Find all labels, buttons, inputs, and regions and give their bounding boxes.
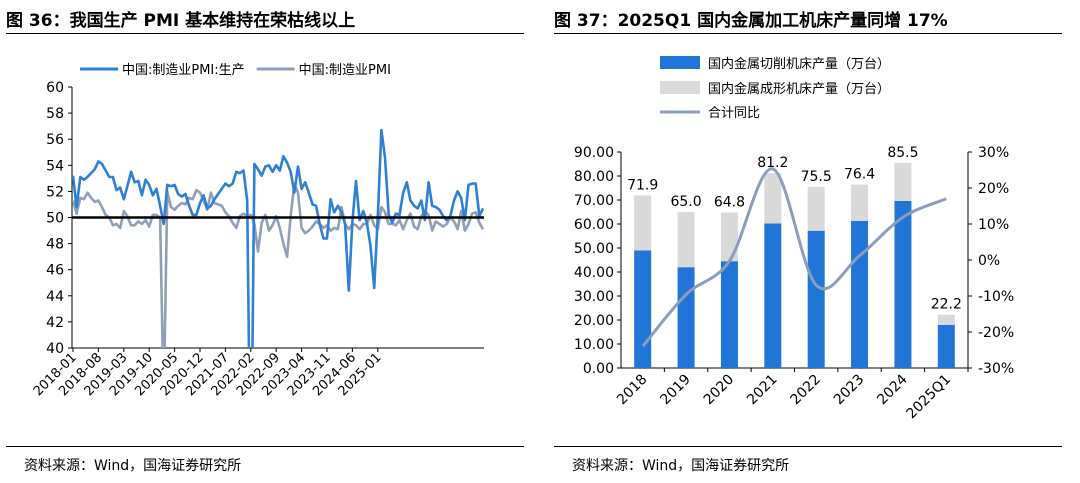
- y-tick-label: 20.00: [574, 313, 614, 329]
- bar-forming-2022: [807, 186, 825, 231]
- bar-forming-2025Q1: [937, 314, 955, 325]
- bar-cutting-2020: [720, 261, 738, 368]
- y2-tick-label: 30%: [978, 145, 1009, 161]
- total-label-2023: 76.4: [844, 167, 875, 183]
- y-tick-label: 80.00: [574, 169, 614, 185]
- total-label-2019: 65.0: [670, 194, 701, 210]
- right-title-rule: [554, 33, 1062, 34]
- x-tick-label: 2018: [614, 372, 651, 409]
- bar-forming-2020: [720, 212, 738, 262]
- x-tick-label: 2025Q1: [904, 372, 955, 423]
- y-tick-label: 46: [46, 263, 64, 279]
- right-source-rule: [554, 446, 1062, 447]
- bar-forming-2023: [851, 184, 869, 221]
- right-panel: 图 37：2025Q1 国内金属加工机床产量同增 17% 国内金属切削机床产量（…: [548, 0, 1080, 483]
- y-tick-label: 44: [46, 289, 64, 305]
- y-tick-label: 58: [46, 106, 64, 122]
- y-tick-label: 0.00: [583, 361, 614, 377]
- y2-tick-label: -20%: [978, 325, 1014, 341]
- left-panel: 图 36：我国生产 PMI 基本维持在荣枯线以上 中国:制造业PMI:生产 中国:…: [0, 0, 530, 483]
- bar-forming-2021: [764, 173, 782, 224]
- bar-cutting-2022: [807, 230, 825, 368]
- x-tick-label: 2023: [831, 372, 868, 409]
- legend-swatch-forming: [660, 81, 700, 94]
- y-tick-label: 42: [46, 315, 64, 331]
- y-tick-label: 48: [46, 237, 64, 253]
- total-label-2025Q1: 22.2: [931, 297, 962, 313]
- bar-cutting-2018: [634, 250, 652, 368]
- legend-label-cutting: 国内金属切削机床产量（万台）: [708, 56, 890, 72]
- legend-label-1: 中国:制造业PMI: [299, 63, 391, 78]
- left-title-rule: [6, 33, 524, 34]
- bar-cutting-2024: [894, 200, 912, 368]
- total-label-2021: 81.2: [757, 155, 788, 171]
- y-tick-label: 90.00: [574, 145, 614, 161]
- legend-label-forming: 国内金属成形机床产量（万台）: [708, 81, 890, 97]
- left-figure-title: 图 36：我国生产 PMI 基本维持在荣枯线以上: [6, 11, 356, 31]
- y-tick-label: 70.00: [574, 193, 614, 209]
- series-line-0: [72, 128, 484, 348]
- legend-label-yoy: 合计同比: [708, 106, 760, 121]
- y-tick-label: 30.00: [574, 289, 614, 305]
- bar-cutting-2025Q1: [937, 324, 955, 368]
- x-tick-label: 2019: [657, 372, 694, 409]
- bar-forming-2018: [634, 195, 652, 251]
- yoy-line: [641, 167, 947, 348]
- right-figure-title: 图 37：2025Q1 国内金属加工机床产量同增 17%: [554, 11, 948, 31]
- legend-swatch-cutting: [660, 56, 700, 69]
- bar-forming-2024: [894, 162, 912, 201]
- y-tick-label: 52: [46, 184, 64, 200]
- left-source-rule: [6, 446, 524, 447]
- left-source-note: 资料来源：Wind，国海证券研究所: [24, 458, 242, 474]
- y-tick-label: 40: [46, 341, 64, 357]
- right-source-note: 资料来源：Wind，国海证券研究所: [572, 458, 790, 474]
- bar-forming-2019: [677, 212, 695, 268]
- total-label-2020: 64.8: [714, 194, 745, 210]
- y2-tick-label: 20%: [978, 181, 1009, 197]
- x-tick-label: 2022: [788, 372, 825, 409]
- y2-tick-label: 10%: [978, 217, 1009, 233]
- x-tick-label: 2020: [701, 372, 738, 409]
- total-label-2024: 85.5: [887, 145, 918, 161]
- y-tick-label: 40.00: [574, 265, 614, 281]
- y2-tick-label: -10%: [978, 289, 1014, 305]
- y2-tick-label: -30%: [978, 361, 1014, 377]
- y-tick-label: 60: [46, 80, 64, 96]
- series-line-1: [72, 182, 484, 348]
- y2-tick-label: 0%: [978, 253, 1000, 269]
- y-tick-label: 10.00: [574, 337, 614, 353]
- total-label-2022: 75.5: [801, 169, 832, 185]
- x-tick-label: 2021: [744, 372, 781, 409]
- x-tick-label: 2024: [874, 371, 911, 408]
- legend-label-0: 中国:制造业PMI:生产: [122, 63, 245, 78]
- bar-cutting-2019: [677, 267, 695, 368]
- machine-tool-bar-chart: 国内金属切削机床产量（万台） 国内金属成形机床产量（万台） 合计同比 0.00 10.0…: [574, 56, 1014, 423]
- y-tick-label: 50.00: [574, 241, 614, 257]
- pmi-line-chart: 中国:制造业PMI:生产 中国:制造业PMI 40 42 44 46 48 50 52 54 56 5…: [31, 63, 484, 399]
- y-tick-label: 54: [46, 158, 64, 174]
- y-tick-label: 60.00: [574, 217, 614, 233]
- y-tick-label: 50: [46, 211, 64, 227]
- y-tick-label: 56: [46, 132, 64, 148]
- bar-cutting-2021: [764, 223, 782, 368]
- total-label-2018: 71.9: [627, 177, 658, 193]
- bar-cutting-2023: [851, 220, 869, 368]
